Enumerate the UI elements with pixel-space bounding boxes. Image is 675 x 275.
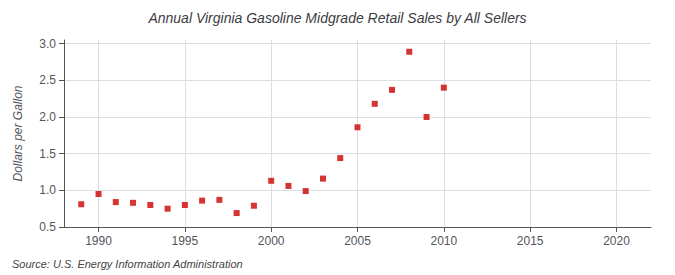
svg-text:3.0: 3.0 [39, 37, 56, 51]
svg-text:2.5: 2.5 [39, 73, 56, 87]
svg-text:1.5: 1.5 [39, 147, 56, 161]
svg-text:1995: 1995 [172, 234, 199, 248]
svg-text:2005: 2005 [344, 234, 371, 248]
svg-text:2.0: 2.0 [39, 110, 56, 124]
svg-text:1.0: 1.0 [39, 183, 56, 197]
svg-text:Source: U.S. Energy Informatio: Source: U.S. Energy Information Administ… [12, 258, 243, 270]
svg-text:1990: 1990 [85, 234, 112, 248]
svg-text:Dollars per Gallon: Dollars per Gallon [11, 85, 25, 181]
svg-text:2010: 2010 [430, 234, 457, 248]
svg-text:2015: 2015 [517, 234, 544, 248]
svg-text:2000: 2000 [258, 234, 285, 248]
svg-text:0.5: 0.5 [39, 220, 56, 234]
svg-text:Annual Virginia Gasoline Midgr: Annual Virginia Gasoline Midgrade Retail… [147, 10, 526, 26]
svg-text:2020: 2020 [603, 234, 630, 248]
